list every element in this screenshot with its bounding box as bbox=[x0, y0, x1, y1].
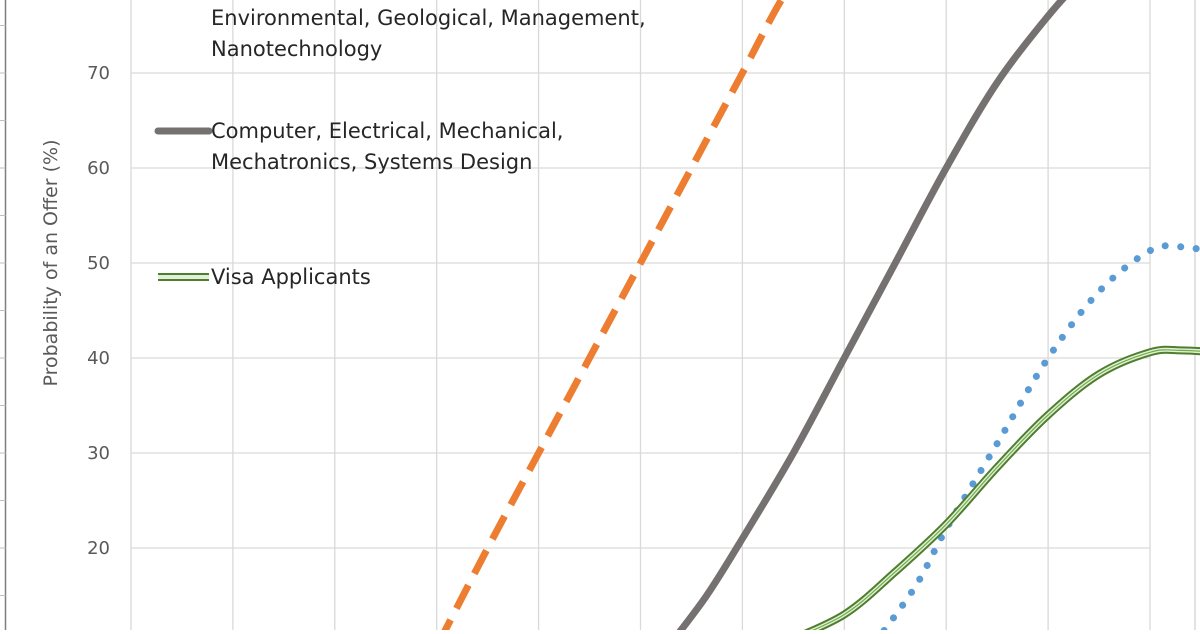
y-tick-label: 40 bbox=[87, 348, 110, 369]
legend-label: Mechatronics, Systems Design bbox=[211, 150, 532, 174]
y-axis-title: Probability of an Offer (%) bbox=[40, 139, 62, 386]
y-tick-label: 50 bbox=[87, 253, 110, 274]
y-axis-ticks: 20 30 40 50 60 70 bbox=[87, 63, 110, 559]
series-1-line bbox=[439, 0, 786, 634]
series-4-line bbox=[794, 345, 1200, 634]
series-2-line bbox=[673, 0, 1067, 634]
legend-label: Nanotechnology bbox=[211, 37, 382, 61]
legend-entry: Environmental, Geological, Management, Na… bbox=[211, 6, 646, 61]
series-line-dotted bbox=[877, 242, 1200, 634]
legend-entry: Computer, Electrical, Mechanical, Mechatr… bbox=[154, 119, 563, 174]
legend-label: Computer, Electrical, Mechanical, bbox=[211, 119, 563, 143]
y-tick-label: 30 bbox=[87, 443, 110, 464]
series-layer bbox=[439, 0, 1200, 634]
y-tick-label: 60 bbox=[87, 158, 110, 179]
series-line-core bbox=[803, 349, 1200, 634]
series-line-dashed bbox=[439, 0, 786, 634]
legend: Environmental, Geological, Management, Na… bbox=[154, 6, 646, 289]
y-tick-label: 70 bbox=[87, 63, 110, 84]
legend-label: Visa Applicants bbox=[211, 265, 371, 289]
y-tick-label: 20 bbox=[87, 538, 110, 559]
legend-entry: Visa Applicants bbox=[158, 265, 371, 289]
series-3-line bbox=[877, 242, 1200, 634]
series-line-solid bbox=[673, 0, 1067, 634]
legend-label: Environmental, Geological, Management, bbox=[211, 6, 646, 30]
